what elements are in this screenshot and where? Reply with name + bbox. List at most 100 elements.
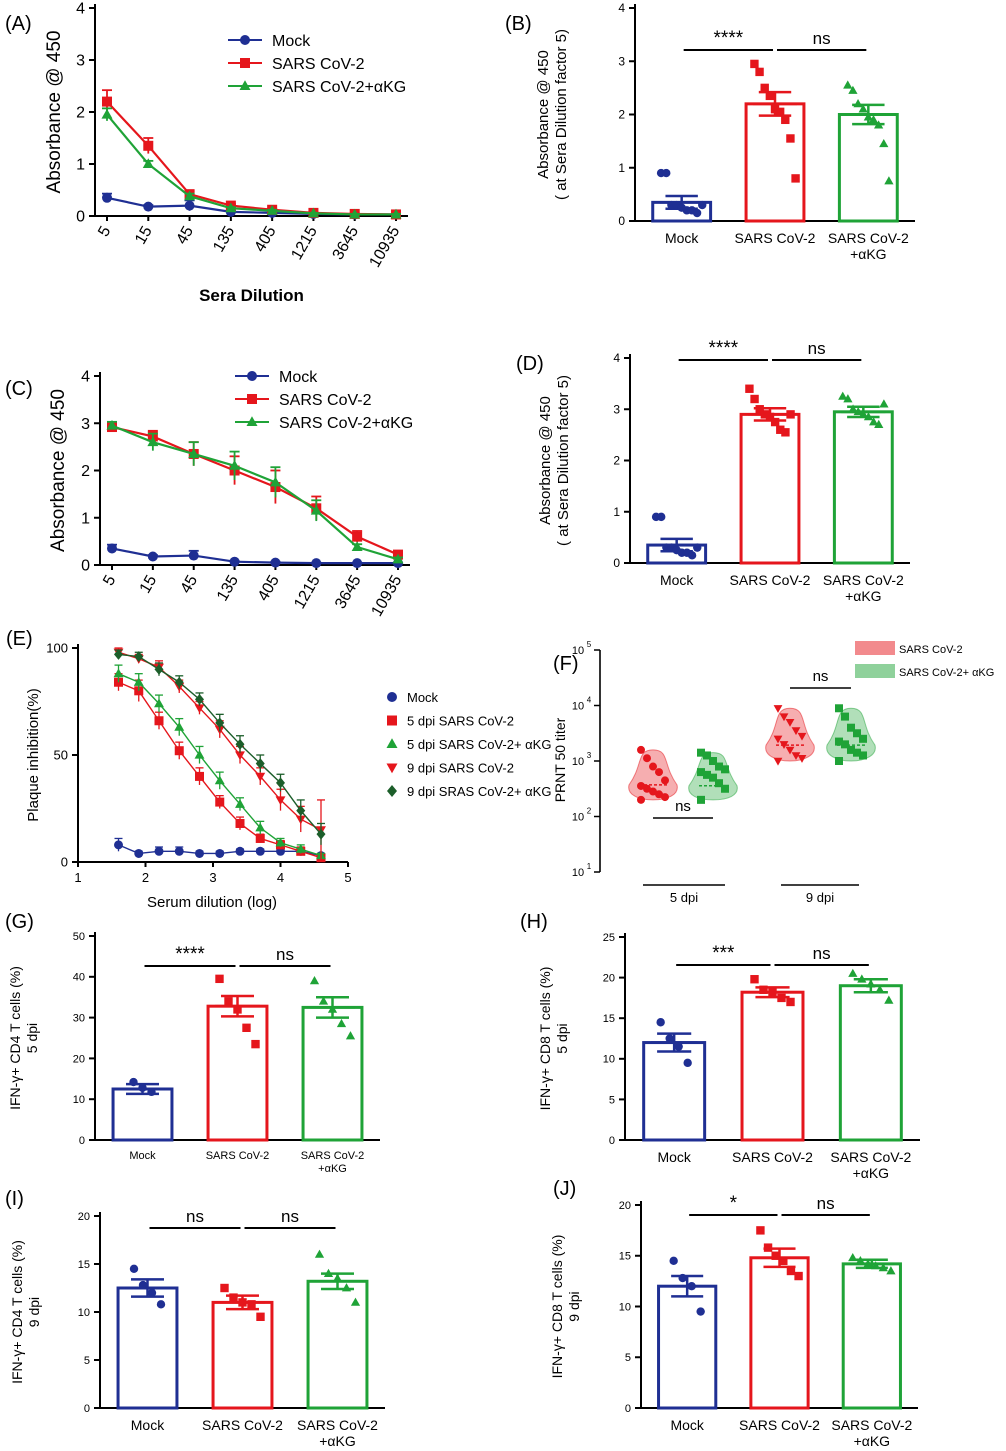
y-tick-label: 10 bbox=[572, 756, 584, 768]
legend-label: 5 dpi SARS CoV-2+ αKG bbox=[407, 737, 551, 752]
data-point bbox=[215, 974, 224, 984]
bar-group-sars bbox=[206, 974, 269, 1142]
data-point bbox=[687, 551, 697, 560]
bar bbox=[657, 1284, 718, 1410]
series-3 bbox=[113, 647, 326, 860]
data-point bbox=[341, 1283, 352, 1292]
x-category-label: SARS CoV-2 bbox=[830, 1149, 911, 1165]
series-line bbox=[111, 424, 399, 561]
y-tick-label: 10 bbox=[572, 701, 584, 713]
y-tick-label: 4 bbox=[618, 1, 625, 15]
group-label: 9 dpi bbox=[806, 890, 834, 905]
y-axis-label: Plaque inhibition(%) bbox=[25, 688, 42, 821]
data-point bbox=[703, 751, 711, 760]
data-point bbox=[709, 757, 717, 765]
data-point bbox=[853, 99, 863, 108]
x-category-label-line2: +αKG bbox=[319, 1433, 356, 1449]
data-point bbox=[238, 1298, 247, 1307]
data-point bbox=[147, 436, 159, 447]
panel-label: (G) bbox=[5, 911, 34, 933]
data-point bbox=[147, 551, 158, 562]
series-line bbox=[106, 100, 397, 216]
legend-swatch bbox=[855, 641, 895, 655]
x-category-label: SARS CoV-2 bbox=[739, 1417, 820, 1433]
x-category-label: SARS CoV-2 bbox=[730, 572, 811, 588]
data-point bbox=[779, 713, 789, 722]
y-axis-label: PRNT 50 titer bbox=[552, 717, 568, 802]
data-point bbox=[129, 1264, 139, 1274]
significance-label: * bbox=[730, 1193, 738, 1214]
data-point bbox=[884, 176, 894, 185]
x-tick-label: 4 bbox=[277, 870, 284, 885]
data-point bbox=[154, 698, 164, 708]
data-point bbox=[797, 732, 807, 741]
bar-group-akg bbox=[841, 1252, 902, 1410]
significance-label: ns bbox=[813, 668, 829, 685]
data-point bbox=[756, 1226, 765, 1235]
x-tick-label: 5 bbox=[344, 870, 351, 885]
data-point bbox=[311, 558, 322, 569]
data-point bbox=[270, 557, 281, 568]
y-tick-label: 0 bbox=[613, 556, 620, 570]
y-tick-label: 15 bbox=[619, 1251, 631, 1263]
legend-label: Mock bbox=[407, 690, 439, 705]
data-point bbox=[745, 384, 754, 393]
x-category-label: SARS CoV-2 bbox=[831, 1417, 912, 1433]
y-tick-label: 0 bbox=[618, 214, 625, 228]
x-category-label: SARS CoV-2 bbox=[297, 1417, 378, 1433]
data-point bbox=[879, 399, 889, 408]
data-point bbox=[853, 729, 861, 738]
y-axis-label: Absorbance @ 450 bbox=[48, 389, 69, 552]
y-tick-label: 50 bbox=[54, 748, 68, 763]
panel-I: (I) 0 5 10 15 20 IFN-γ+ CD4 T cells (%) 9 dpi Mo… bbox=[5, 1188, 385, 1449]
x-category-label: Mock bbox=[129, 1150, 156, 1162]
data-point bbox=[138, 1083, 147, 1092]
y-tick-label: 3 bbox=[613, 402, 620, 416]
series-line bbox=[118, 673, 322, 857]
data-point bbox=[310, 504, 322, 515]
y-tick-label: 5 bbox=[84, 1355, 90, 1367]
panel-label: (E) bbox=[6, 628, 33, 650]
data-point bbox=[229, 460, 241, 470]
bar-group-akg bbox=[837, 80, 899, 223]
x-axis-label: Serum dilution (log) bbox=[147, 894, 277, 911]
y-tick-label: 0 bbox=[76, 209, 85, 226]
data-point bbox=[874, 419, 884, 428]
data-point bbox=[697, 768, 705, 777]
data-point bbox=[113, 668, 124, 678]
data-point bbox=[275, 837, 286, 847]
data-point bbox=[101, 108, 113, 119]
data-point bbox=[786, 1266, 796, 1276]
data-point bbox=[777, 993, 786, 1003]
data-point bbox=[184, 200, 195, 211]
y-tick-exponent: 1 bbox=[587, 862, 592, 871]
data-point bbox=[879, 138, 889, 148]
significance-label: **** bbox=[709, 338, 739, 359]
data-point bbox=[662, 168, 671, 178]
data-point bbox=[786, 410, 795, 419]
data-point bbox=[318, 996, 329, 1005]
data-point bbox=[255, 846, 265, 856]
data-point bbox=[771, 1251, 780, 1260]
data-point bbox=[773, 705, 783, 713]
y-tick-label: 15 bbox=[78, 1259, 90, 1271]
violin-3 bbox=[826, 704, 876, 765]
x-tick-label: 10935 bbox=[366, 223, 403, 270]
data-point bbox=[233, 1005, 242, 1014]
data-point bbox=[154, 846, 164, 856]
data-point bbox=[869, 417, 879, 426]
y-tick-label: 100 bbox=[46, 641, 68, 656]
significance-label: ns bbox=[813, 29, 831, 48]
x-category-label-line2: +αKG bbox=[853, 1165, 890, 1181]
y-tick-label: 40 bbox=[73, 972, 85, 984]
panel-label: (C) bbox=[5, 378, 33, 400]
data-point bbox=[336, 1018, 347, 1028]
data-point bbox=[332, 1273, 343, 1282]
y-tick-label: 0 bbox=[609, 1135, 615, 1147]
x-tick-label: 45 bbox=[178, 572, 202, 596]
x-category-label: SARS CoV-2 bbox=[202, 1417, 283, 1433]
violin-1 bbox=[688, 748, 738, 804]
data-point bbox=[853, 748, 861, 757]
data-point bbox=[655, 790, 663, 799]
legend-label: Mock bbox=[279, 369, 318, 386]
